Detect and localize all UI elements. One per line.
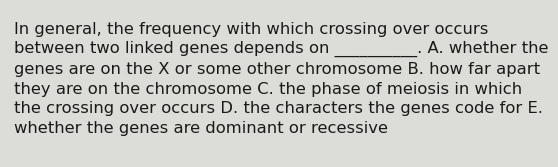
Text: In general, the frequency with which crossing over occurs
between two linked gen: In general, the frequency with which cro… — [14, 22, 549, 136]
